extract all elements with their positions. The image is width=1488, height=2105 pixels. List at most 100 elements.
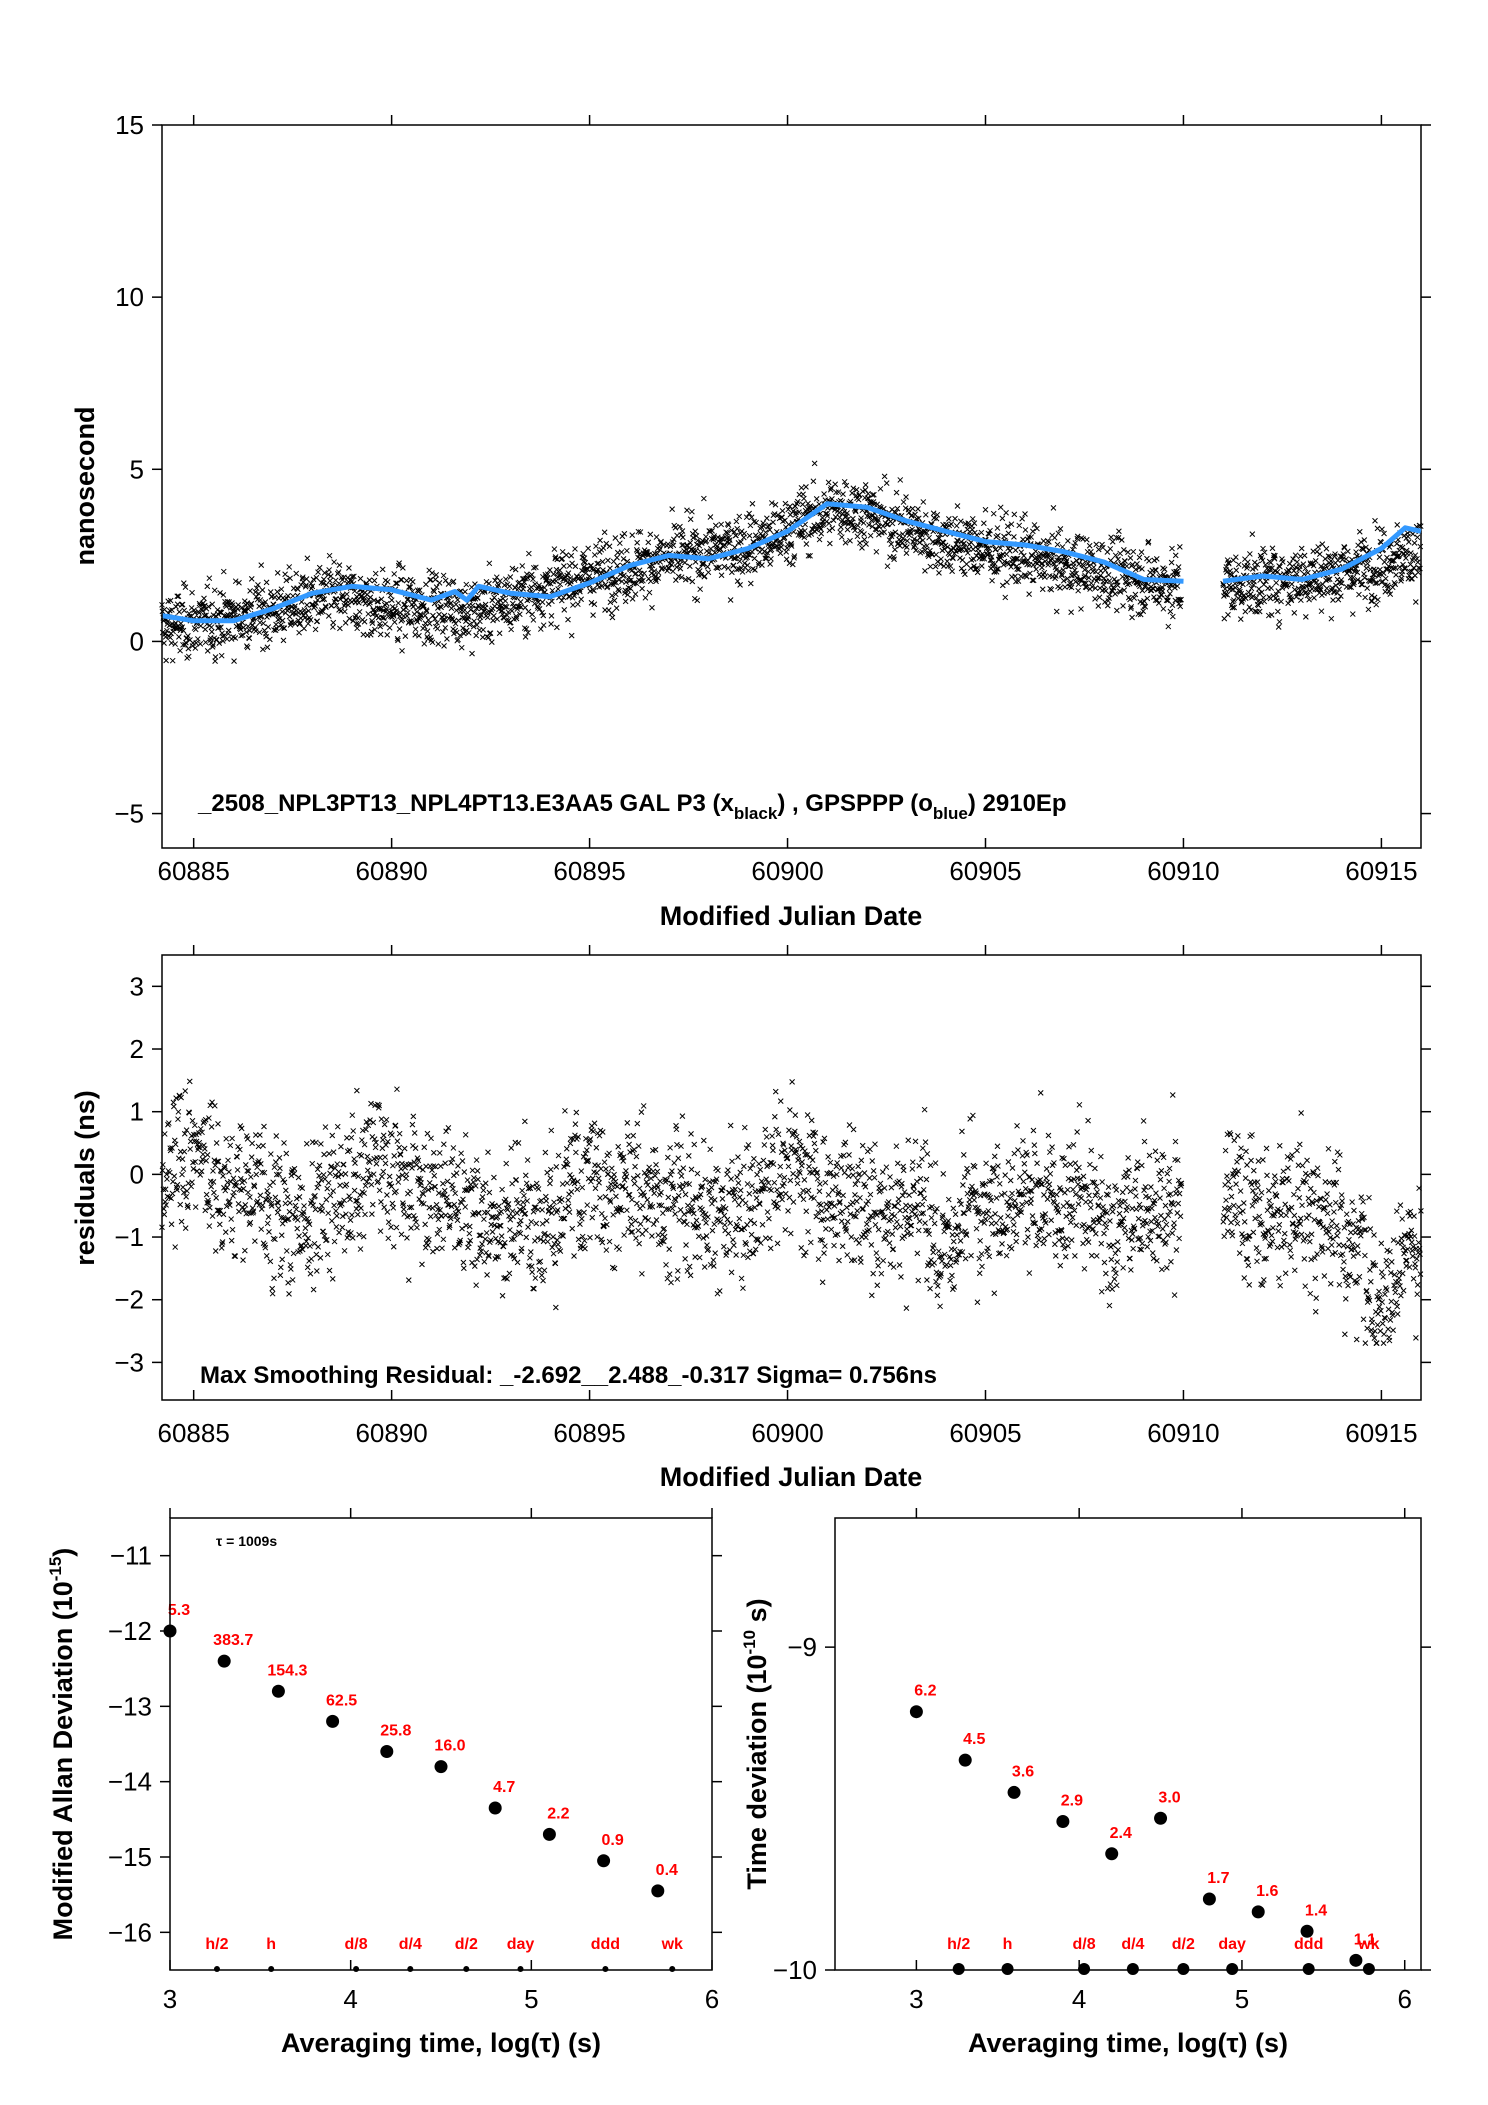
gal-p3-point: [561, 607, 568, 613]
residual-point: [723, 1249, 730, 1256]
gal-p3-point: [982, 506, 989, 513]
gal-p3-point: [637, 529, 644, 535]
p1-xtick-label: 60905: [949, 856, 1021, 886]
residual-point: [547, 1166, 554, 1173]
residual-point: [342, 1170, 349, 1177]
gal-p3-point: [626, 577, 633, 584]
residual-point: [481, 1216, 487, 1223]
residual-point: [165, 1120, 172, 1126]
residual-point: [867, 1191, 874, 1198]
gal-p3-point: [278, 586, 285, 593]
gal-p3-point: [318, 579, 325, 586]
gal-p3-point: [600, 567, 606, 573]
gal-p3-point: [407, 584, 414, 590]
gal-p3-point: [1053, 608, 1060, 615]
gal-p3-point: [954, 503, 961, 509]
residual-point: [486, 1189, 493, 1196]
gal-p3-point: [1288, 581, 1295, 588]
gal-p3-point: [853, 486, 860, 493]
gal-p3-point: [765, 523, 771, 530]
gal-p3-point: [690, 534, 697, 541]
residual-point: [879, 1169, 886, 1175]
gal-p3-point: [589, 566, 595, 572]
residual-point: [696, 1254, 703, 1261]
residual-point: [606, 1238, 613, 1245]
gal-p3-point: [1088, 580, 1095, 587]
gal-p3-point: [798, 484, 805, 491]
gal-p3-point: [396, 626, 403, 632]
gal-p3-point: [889, 531, 896, 537]
residual-point: [459, 1225, 465, 1232]
gal-p3-point: [467, 606, 474, 613]
residual-point: [731, 1242, 737, 1249]
residual-point: [846, 1151, 852, 1158]
residual-point: [450, 1185, 456, 1192]
gal-p3-point: [178, 620, 184, 627]
residual-point: [753, 1195, 760, 1201]
gal-p3-point: [801, 534, 808, 541]
gal-p3-point: [560, 594, 567, 601]
residual-point: [406, 1213, 413, 1219]
residual-point: [399, 1160, 405, 1167]
gal-p3-point: [1112, 591, 1119, 597]
gal-p3-point: [1144, 595, 1151, 602]
gal-p3-point: [263, 633, 270, 640]
gal-p3-point: [936, 569, 942, 576]
gal-p3-point: [1039, 586, 1046, 593]
residual-point: [734, 1174, 740, 1181]
residual-point: [211, 1189, 217, 1196]
residual-point: [227, 1142, 234, 1149]
residual-point: [354, 1087, 360, 1094]
residual-point: [614, 1183, 621, 1190]
gal-p3-point: [760, 523, 767, 529]
gal-p3-point: [391, 619, 398, 626]
gal-p3-point: [841, 478, 848, 485]
gal-p3-point: [220, 638, 226, 644]
residual-point: [702, 1176, 709, 1183]
gal-p3-point: [433, 571, 440, 578]
gal-p3-point: [163, 657, 169, 664]
residual-point: [223, 1135, 230, 1142]
residual-point: [208, 1124, 215, 1130]
residual-point: [736, 1215, 743, 1222]
residual-point: [634, 1120, 641, 1127]
residual-point: [766, 1235, 773, 1242]
residual-point: [994, 1174, 1000, 1180]
residual-point: [777, 1098, 784, 1105]
gal-p3-point: [934, 511, 941, 518]
gal-p3-point: [680, 534, 686, 541]
residual-point: [968, 1252, 974, 1259]
residual-point: [917, 1175, 924, 1182]
gal-p3-point: [835, 489, 842, 495]
residual-point: [275, 1205, 282, 1212]
residual-point: [869, 1158, 876, 1164]
residual-point: [1030, 1127, 1037, 1134]
residual-point: [1007, 1195, 1014, 1202]
residual-point: [428, 1135, 434, 1142]
gal-p3-point: [539, 599, 546, 606]
gal-p3-point: [772, 501, 779, 508]
gal-p3-point: [836, 509, 843, 516]
residual-point: [385, 1219, 392, 1226]
residual-point: [232, 1253, 239, 1259]
gal-p3-point: [480, 626, 487, 633]
gal-p3-point: [659, 565, 666, 571]
gal-p3-point: [215, 624, 222, 631]
residual-point: [838, 1165, 845, 1171]
gal-p3-point: [180, 580, 187, 586]
gal-p3-point: [224, 636, 230, 642]
residual-point: [577, 1221, 583, 1228]
gal-p3-point: [1328, 615, 1335, 622]
gal-p3-point: [1298, 545, 1305, 552]
gal-p3-point: [337, 596, 344, 603]
gal-p3-point: [1274, 608, 1281, 615]
gal-p3-point: [601, 529, 608, 536]
gal-p3-point: [377, 631, 384, 638]
gal-p3-point: [669, 506, 676, 512]
gal-p3-point: [813, 526, 820, 533]
gal-p3-point: [1022, 527, 1029, 533]
residual-point: [1048, 1217, 1055, 1224]
gal-p3-point: [273, 625, 280, 632]
gal-p3-point: [469, 650, 475, 657]
residual-point: [331, 1202, 337, 1209]
